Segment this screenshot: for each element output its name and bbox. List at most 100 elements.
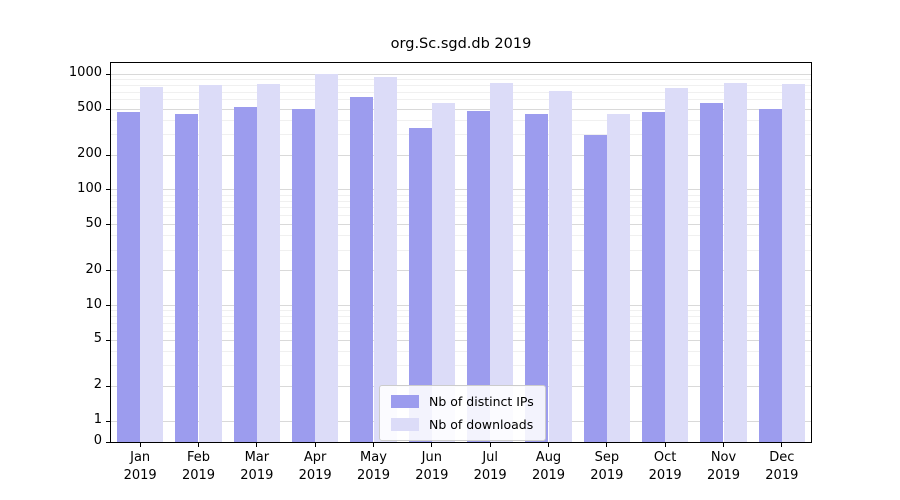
bar-ips-jul — [466, 111, 491, 442]
bar-ips-may — [350, 96, 374, 442]
legend-label-downloads: Nb of downloads — [429, 417, 534, 432]
chart-title: org.Sc.sgd.db 2019 — [390, 36, 532, 52]
bar-ips-oct — [641, 111, 666, 442]
x-tick-mark — [314, 443, 316, 447]
x-tick-label-nov: Nov 2019 — [706, 450, 741, 483]
x-tick-label-apr: Apr 2019 — [298, 450, 332, 483]
bar-downloads-jan — [140, 86, 164, 442]
y-tick-mark — [106, 305, 110, 306]
bar-ips-dec — [758, 108, 782, 442]
y-tick-label-1: 1 — [93, 412, 102, 428]
gridline-minor — [111, 91, 811, 93]
gridline-major — [111, 305, 811, 306]
x-tick-mark — [373, 443, 374, 447]
y-tick-label-500: 500 — [77, 100, 102, 116]
gridline-minor — [111, 310, 811, 312]
x-tick-label-feb: Feb 2019 — [181, 450, 216, 483]
x-tick-mark — [256, 443, 258, 447]
bar-downloads-apr — [315, 74, 339, 442]
x-tick-mark — [664, 443, 666, 447]
legend: Nb of distinct IPs Nb of downloads — [379, 385, 546, 441]
legend-swatch-downloads — [391, 418, 419, 431]
legend-item-distinct-ips: Nb of distinct IPs — [391, 394, 534, 409]
bar-ips-jan — [116, 112, 141, 442]
x-tick-label-aug: Aug 2019 — [531, 450, 566, 483]
bar-downloads-sep — [606, 114, 631, 442]
y-tick-label-100: 100 — [77, 180, 102, 196]
gridline-minor — [111, 316, 811, 318]
gridline-major — [111, 154, 811, 156]
plot-area: Nb of distinct IPs Nb of downloads — [110, 62, 812, 443]
y-tick-label-1000: 1000 — [68, 65, 102, 81]
bar-downloads-jul — [490, 82, 514, 442]
y-tick-mark — [106, 108, 110, 110]
y-tick-mark — [106, 385, 110, 387]
y-tick-label-50: 50 — [85, 215, 102, 231]
x-tick-mark — [198, 443, 199, 447]
bar-ips-nov — [700, 103, 724, 442]
gridline-major — [111, 108, 811, 110]
gridline-major — [111, 339, 811, 341]
bar-downloads-feb — [198, 85, 222, 442]
bar-downloads-mar — [256, 83, 281, 442]
y-tick-mark — [106, 441, 110, 443]
gridline-minor — [111, 365, 811, 367]
gridline-minor — [111, 194, 811, 196]
gridline-minor — [111, 351, 811, 353]
bar-ips-apr — [291, 109, 316, 442]
x-tick-label-dec: Dec 2019 — [765, 450, 799, 483]
gridline-minor — [111, 235, 811, 237]
gridline-minor — [111, 330, 811, 332]
y-tick-mark — [106, 420, 110, 422]
gridline-minor — [111, 200, 811, 202]
gridline-minor — [111, 322, 811, 324]
bar-ips-aug — [525, 114, 549, 442]
bar-ips-feb — [175, 114, 199, 442]
y-tick-mark — [106, 224, 110, 226]
x-tick-mark — [548, 443, 549, 447]
x-tick-label-sep: Sep 2019 — [590, 450, 624, 483]
x-tick-label-oct: Oct 2019 — [648, 450, 682, 483]
gridline-minor — [111, 84, 811, 86]
y-tick-mark — [106, 73, 110, 75]
x-tick-mark — [723, 443, 724, 447]
gridline-minor — [111, 134, 811, 136]
gridline-major — [111, 73, 811, 75]
legend-item-downloads: Nb of downloads — [391, 417, 534, 432]
gridline-major — [111, 270, 811, 272]
y-tick-mark — [106, 189, 110, 191]
bar-downloads-may — [373, 76, 397, 442]
gridline-major — [111, 224, 811, 226]
y-tick-label-20: 20 — [85, 261, 102, 277]
bar-downloads-oct — [665, 88, 689, 442]
x-tick-mark — [489, 443, 491, 447]
x-tick-mark — [606, 443, 608, 447]
bar-downloads-nov — [723, 82, 747, 442]
y-tick-label-10: 10 — [85, 296, 102, 312]
gridline-minor — [111, 78, 811, 80]
legend-label-distinct-ips: Nb of distinct IPs — [429, 394, 534, 409]
y-tick-label-200: 200 — [77, 146, 102, 162]
gridline-minor — [111, 207, 811, 209]
y-tick-mark — [106, 154, 110, 156]
x-tick-label-mar: Mar 2019 — [240, 450, 274, 483]
x-tick-label-may: May 2019 — [356, 450, 391, 483]
legend-swatch-distinct-ips — [391, 395, 419, 408]
x-tick-mark — [431, 443, 433, 447]
x-tick-label-jul: Jul 2019 — [473, 450, 507, 483]
bar-ips-jun — [408, 128, 432, 442]
bar-downloads-aug — [548, 90, 572, 442]
bar-ips-mar — [233, 107, 257, 442]
y-tick-label-5: 5 — [93, 331, 102, 347]
y-tick-mark — [106, 270, 110, 272]
bar-downloads-jun — [431, 103, 456, 442]
gridline-minor — [111, 119, 811, 121]
y-tick-label-0: 0 — [93, 433, 102, 448]
y-tick-label-2: 2 — [93, 377, 102, 393]
x-tick-label-jun: Jun 2019 — [415, 450, 449, 483]
x-tick-mark — [781, 443, 783, 447]
bar-downloads-dec — [781, 83, 806, 442]
gridline-major — [111, 189, 811, 191]
gridline-minor — [111, 99, 811, 101]
